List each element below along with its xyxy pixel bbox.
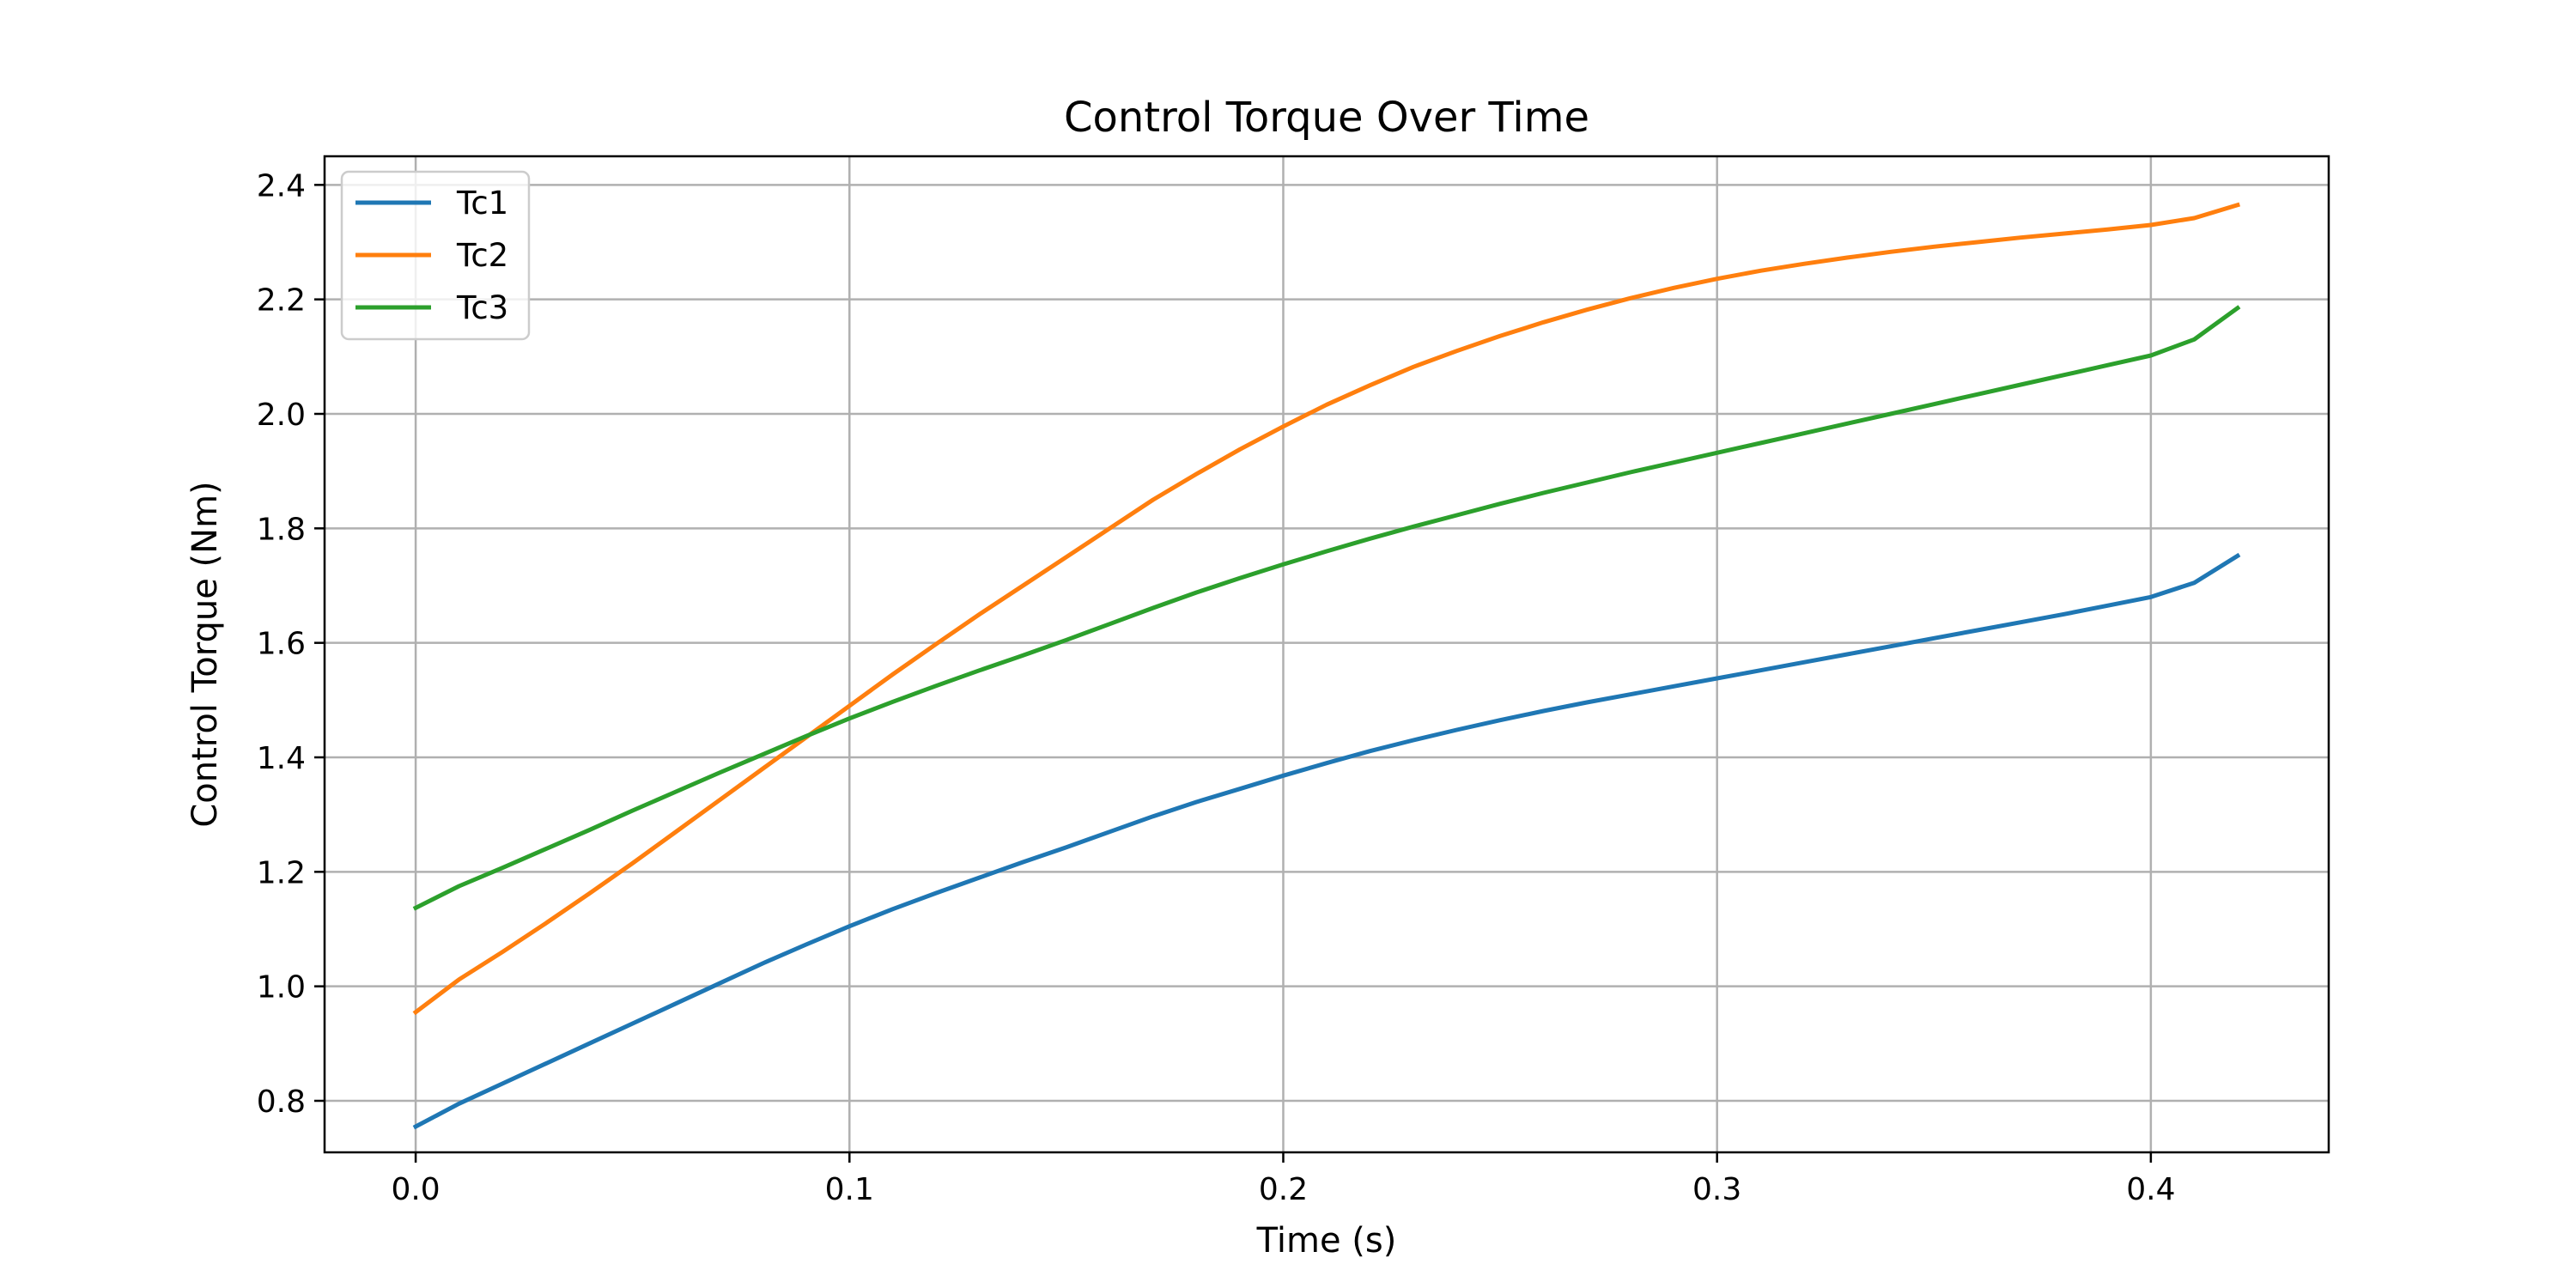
y-tick-label: 1.8 [257,512,306,547]
series-line-tc2 [412,202,2241,1016]
x-axis-title: Time (s) [1256,1221,1397,1261]
chart-title: Control Torque Over Time [1064,94,1589,142]
series-line-tc1 [412,552,2241,1130]
series-layer [412,202,2241,1130]
plot-frame [323,155,2330,1154]
x-axis: 0.0 0.1 0.2 0.3 0.4 [391,1152,2176,1207]
y-tick-label: 0.8 [257,1084,306,1120]
legend-label-tc3: Tc3 [456,289,508,326]
x-tick-label: 0.4 [2126,1172,2175,1207]
legend-box [340,170,531,341]
grid [325,156,2329,1152]
y-tick-label: 2.2 [257,283,306,319]
legend-label-tc1: Tc1 [456,185,508,222]
series-line-tc3 [412,305,2241,911]
y-axis-title: Control Torque (Nm) [185,481,225,827]
x-tick-label: 0.0 [391,1172,440,1207]
x-tick-label: 0.3 [1692,1172,1741,1207]
legend: Tc1 Tc2 Tc3 [340,170,531,341]
y-tick-label: 2.4 [257,168,306,204]
y-axis: 0.8 1.0 1.2 1.4 1.6 1.8 2.0 2.2 2.4 [257,168,325,1120]
y-tick-label: 1.4 [257,741,306,776]
y-tick-label: 1.2 [257,855,306,890]
y-tick-label: 1.6 [257,627,306,662]
x-tick-label: 0.2 [1259,1172,1308,1207]
legend-label-tc2: Tc2 [456,237,508,274]
x-tick-label: 0.1 [825,1172,874,1207]
y-tick-label: 2.0 [257,398,306,433]
y-tick-label: 1.0 [257,970,306,1005]
